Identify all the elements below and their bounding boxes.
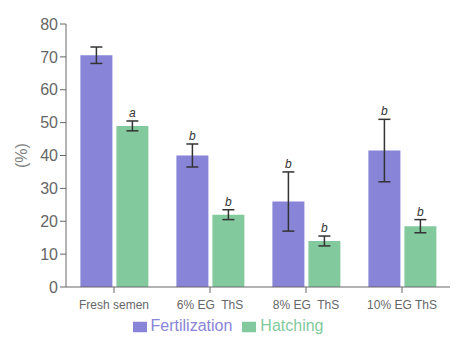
svg-text:b: b <box>417 205 424 219</box>
svg-text:8% EG ThS: 8% EG ThS <box>273 298 339 312</box>
html-text:Fertilization: Fertilization <box>150 317 233 334</box>
svg-text:60: 60 <box>40 81 58 98</box>
svg-text:b: b <box>381 104 388 118</box>
svg-text:0: 0 <box>49 279 58 296</box>
svg-text:a: a <box>129 106 136 120</box>
svg-text:Fresh semen: Fresh semen <box>79 298 149 312</box>
svg-text:40: 40 <box>40 147 58 164</box>
svg-text:6% EG ThS: 6% EG ThS <box>177 298 243 312</box>
svg-text:80: 80 <box>40 16 58 33</box>
svg-text:b: b <box>285 157 292 171</box>
svg-text:70: 70 <box>40 49 58 66</box>
svg-text:10% EG ThS: 10% EG ThS <box>367 298 437 312</box>
svg-text:b: b <box>225 195 232 209</box>
svg-text:50: 50 <box>40 114 58 131</box>
svg-text:10: 10 <box>40 246 58 263</box>
html-text:Hatching: Hatching <box>260 317 324 334</box>
svg-text:b: b <box>189 129 196 143</box>
svg-text:30: 30 <box>40 180 58 197</box>
svg-text:20: 20 <box>40 213 58 230</box>
svg-text:b: b <box>321 221 328 235</box>
svg-text:(%): (%) <box>13 143 30 168</box>
